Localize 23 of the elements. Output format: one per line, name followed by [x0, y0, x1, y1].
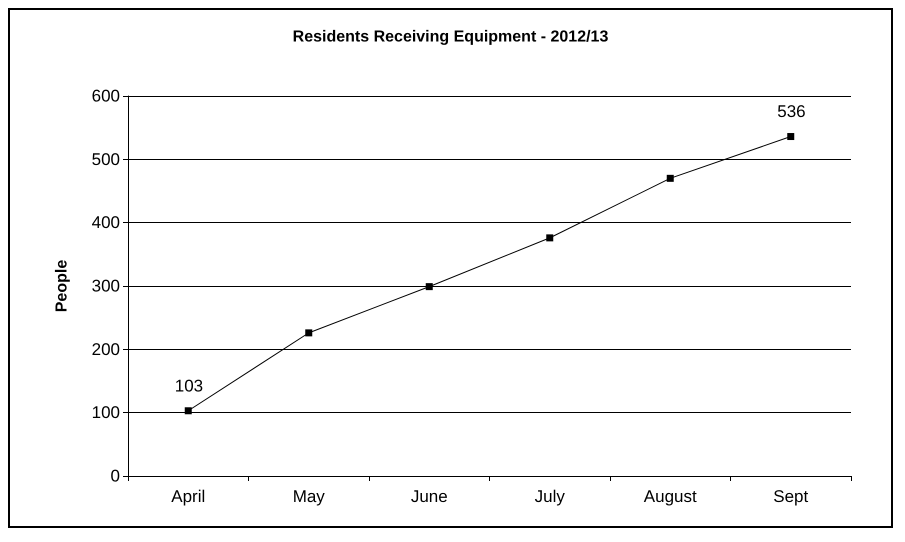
y-tick-label: 100 — [92, 403, 120, 422]
x-tick-label: May — [292, 487, 326, 506]
y-tick-label: 600 — [92, 86, 120, 106]
x-tick-label: August — [644, 487, 697, 506]
y-tick-label: 200 — [92, 340, 120, 359]
data-label: 536 — [777, 102, 806, 122]
y-tick-label: 0 — [110, 466, 120, 486]
x-tick-label: April — [171, 487, 206, 506]
data-label: 103 — [174, 376, 204, 396]
y-tick-label: 400 — [92, 213, 120, 232]
point — [426, 283, 433, 290]
point — [546, 234, 554, 242]
point — [184, 407, 192, 414]
point — [305, 329, 312, 336]
y-tick-label: 500 — [92, 150, 120, 169]
x-tick-label: Sept — [773, 487, 809, 506]
chart-title: Residents Receiving Equipment - 2012/13 — [292, 28, 608, 46]
point — [666, 174, 674, 182]
y-tick-label: 300 — [92, 276, 120, 296]
x-tick-label: June — [410, 487, 448, 506]
x-tick-label: July — [534, 487, 566, 506]
y-axis-title: People — [54, 260, 70, 312]
point — [787, 133, 794, 140]
